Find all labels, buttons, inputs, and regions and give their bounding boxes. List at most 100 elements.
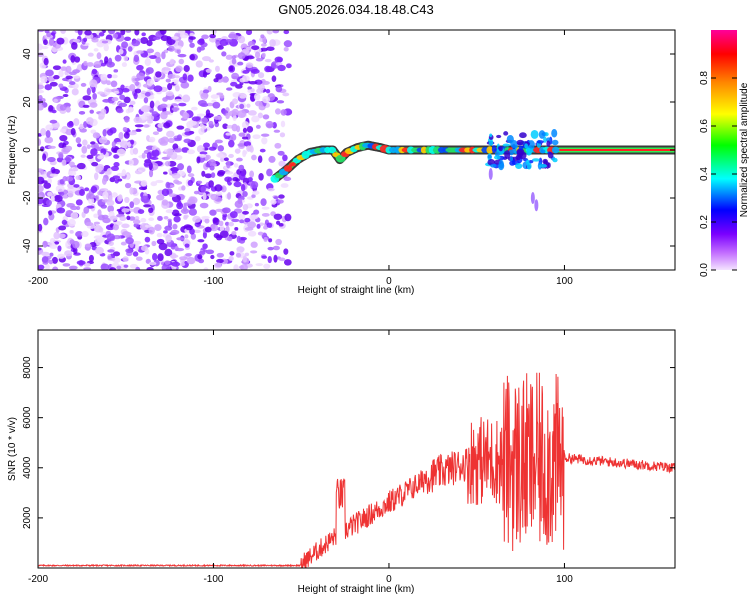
noise-speckle [185,225,194,231]
noise-speckle [252,190,260,195]
noise-speckle [215,73,223,80]
noise-speckle [250,214,259,220]
spectrogram-y-tick-label: -20 [22,190,33,205]
noise-speckle [196,46,202,53]
noise-speckle [72,75,80,79]
noise-speckle [253,93,261,101]
noise-speckle [168,137,175,143]
noise-speckle [184,243,190,248]
noise-speckle [271,63,276,69]
snr-series-line [38,372,675,568]
noise-speckle [244,252,250,257]
noise-speckle [196,113,206,117]
noise-speckle [277,199,284,204]
noise-speckle [73,118,80,127]
noise-speckle [201,92,209,99]
noise-speckle [172,107,178,112]
noise-speckle [204,226,212,233]
noise-speckle [169,254,179,258]
noise-speckle [171,261,180,267]
noise-speckle [41,256,49,263]
noise-speckle [43,182,52,189]
noise-speckle [125,237,134,245]
noise-speckle [208,180,214,188]
noise-speckle [72,69,81,74]
noise-speckle [62,59,67,64]
noise-speckle [70,55,76,63]
noise-speckle [213,78,219,83]
noise-speckle [120,30,126,36]
noise-speckle [102,128,107,137]
noise-speckle [251,115,260,123]
noise-speckle [72,240,80,249]
noise-speckle [91,37,99,43]
noise-speckle [81,230,89,238]
noise-speckle [96,52,102,60]
signal-streak [488,168,493,180]
noise-speckle [265,120,274,129]
noise-speckle [253,209,260,215]
noise-speckle [237,61,244,66]
noise-speckle [188,36,196,40]
noise-speckle [239,94,247,99]
noise-speckle [133,92,138,100]
noise-speckle [155,71,162,78]
noise-speckle [173,80,179,85]
noise-speckle [89,79,98,88]
noise-speckle [67,218,76,227]
noise-speckle [86,62,94,67]
noise-speckle [173,215,181,223]
noise-speckle [53,231,61,240]
signal-blob [420,146,428,154]
noise-speckle [47,191,53,197]
noise-speckle [38,94,43,100]
noise-speckle [84,243,92,248]
noise-speckle [200,185,207,193]
noise-speckle [184,234,189,239]
noise-speckle [163,122,171,129]
noise-speckle [233,163,239,168]
snr-frame [37,329,676,569]
noise-speckle [125,30,132,33]
noise-speckle [238,212,246,221]
noise-speckle [58,142,65,149]
noise-speckle [233,264,238,270]
noise-speckle [122,88,130,93]
noise-speckle [188,208,198,216]
noise-speckle [215,191,223,196]
noise-speckle [214,65,220,73]
noise-speckle [219,224,225,232]
noise-speckle [127,46,133,52]
noise-speckle [225,132,231,136]
noise-speckle [266,46,275,51]
noise-speckle [123,131,130,139]
noise-speckle [177,199,182,207]
noise-speckle [273,213,283,220]
noise-speckle [132,219,141,225]
noise-speckle [231,218,240,223]
noise-speckle [116,265,122,270]
colorbar-label: Normalized spectral amplitude [739,82,750,217]
noise-speckle [118,102,128,108]
noise-speckle [264,65,272,73]
noise-speckle [133,223,140,228]
noise-speckle [161,199,169,206]
spectrogram-x-tick-label: -200 [28,276,48,287]
noise-speckle [80,154,86,158]
noise-speckle [187,173,195,178]
noise-speckle [95,246,104,255]
noise-speckle [49,173,58,177]
noise-speckle [149,100,155,109]
noise-speckle [132,147,139,155]
noise-speckle [210,254,215,260]
noise-speckle [255,124,261,129]
noise-speckle [38,84,45,90]
noise-speckle [161,188,170,197]
noise-speckle [134,77,141,82]
noise-speckle [242,127,248,133]
noise-speckle [197,180,203,184]
noise-speckle [208,59,214,63]
noise-speckle [227,192,232,200]
noise-speckle [41,46,49,50]
